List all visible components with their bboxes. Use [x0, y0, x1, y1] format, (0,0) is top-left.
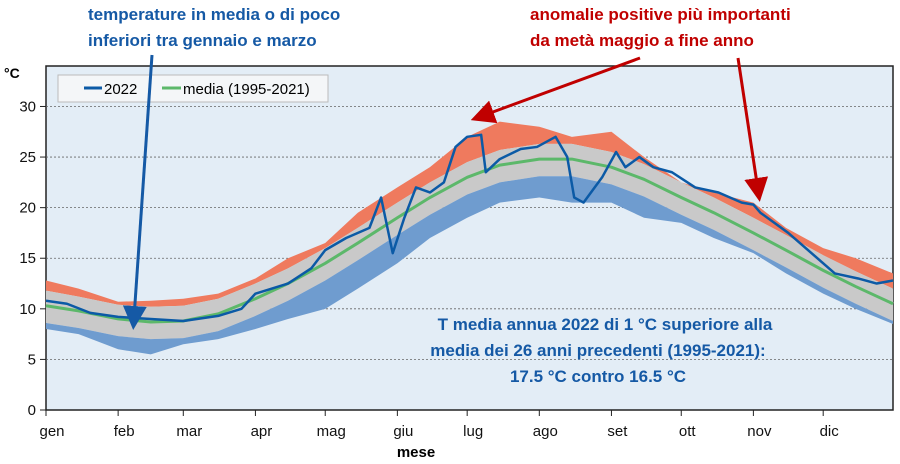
- x-tick-label-ago: ago: [533, 423, 558, 440]
- y-tick-label: 15: [19, 250, 36, 267]
- x-tick-label-lug: lug: [463, 423, 483, 440]
- x-tick-label-ott: ott: [679, 423, 697, 440]
- x-tick-label-gen: gen: [39, 423, 64, 440]
- x-tick-label-nov: nov: [747, 423, 772, 440]
- summary-line-2: media dei 26 anni precedenti (1995-2021)…: [430, 341, 765, 360]
- legend: 2022 media (1995-2021): [57, 74, 329, 103]
- x-tick-label-mar: mar: [176, 423, 202, 440]
- x-tick-label-feb: feb: [114, 423, 135, 440]
- y-tick-label: 5: [28, 351, 36, 368]
- annotation-arrow-blue: [122, 54, 154, 330]
- x-tick-label-giu: giu: [393, 423, 413, 440]
- annotation-arrow-red-1: [470, 56, 641, 124]
- x-tick-label-dic: dic: [820, 423, 840, 440]
- y-tick-label: 0: [28, 402, 36, 419]
- y-tick-label: 20: [19, 200, 36, 217]
- annotation-arrow-red-2: [736, 57, 769, 202]
- y-tick-label: 30: [19, 98, 36, 115]
- y-tick-label: 25: [19, 149, 36, 166]
- band-middle: [46, 143, 893, 340]
- annotation-red-2: da metà maggio a fine anno: [530, 31, 754, 50]
- x-tick-label-apr: apr: [251, 423, 273, 440]
- legend-label-2022: 2022: [104, 81, 137, 98]
- summary-line-3: 17.5 °C contro 16.5 °C: [510, 367, 686, 386]
- x-tick-label-mag: mag: [317, 423, 346, 440]
- annotation-blue-2: inferiori tra gennaio e marzo: [88, 31, 317, 50]
- annotation-red-1: anomalie positive più importanti: [530, 5, 791, 24]
- y-axis-unit: °C: [4, 65, 20, 81]
- summary-line-1: T media annua 2022 di 1 °C superiore all…: [438, 315, 773, 334]
- series-line-2022: [45, 133, 894, 323]
- y-tick-label: 10: [19, 301, 36, 318]
- x-axis-label: mese: [397, 444, 435, 461]
- x-tick-label-set: set: [607, 423, 628, 440]
- legend-label-media: media (1995-2021): [183, 81, 310, 98]
- band-lower: [46, 176, 893, 355]
- band-upper: [46, 121, 893, 307]
- annotation-blue-1: temperature in media o di poco: [88, 5, 340, 24]
